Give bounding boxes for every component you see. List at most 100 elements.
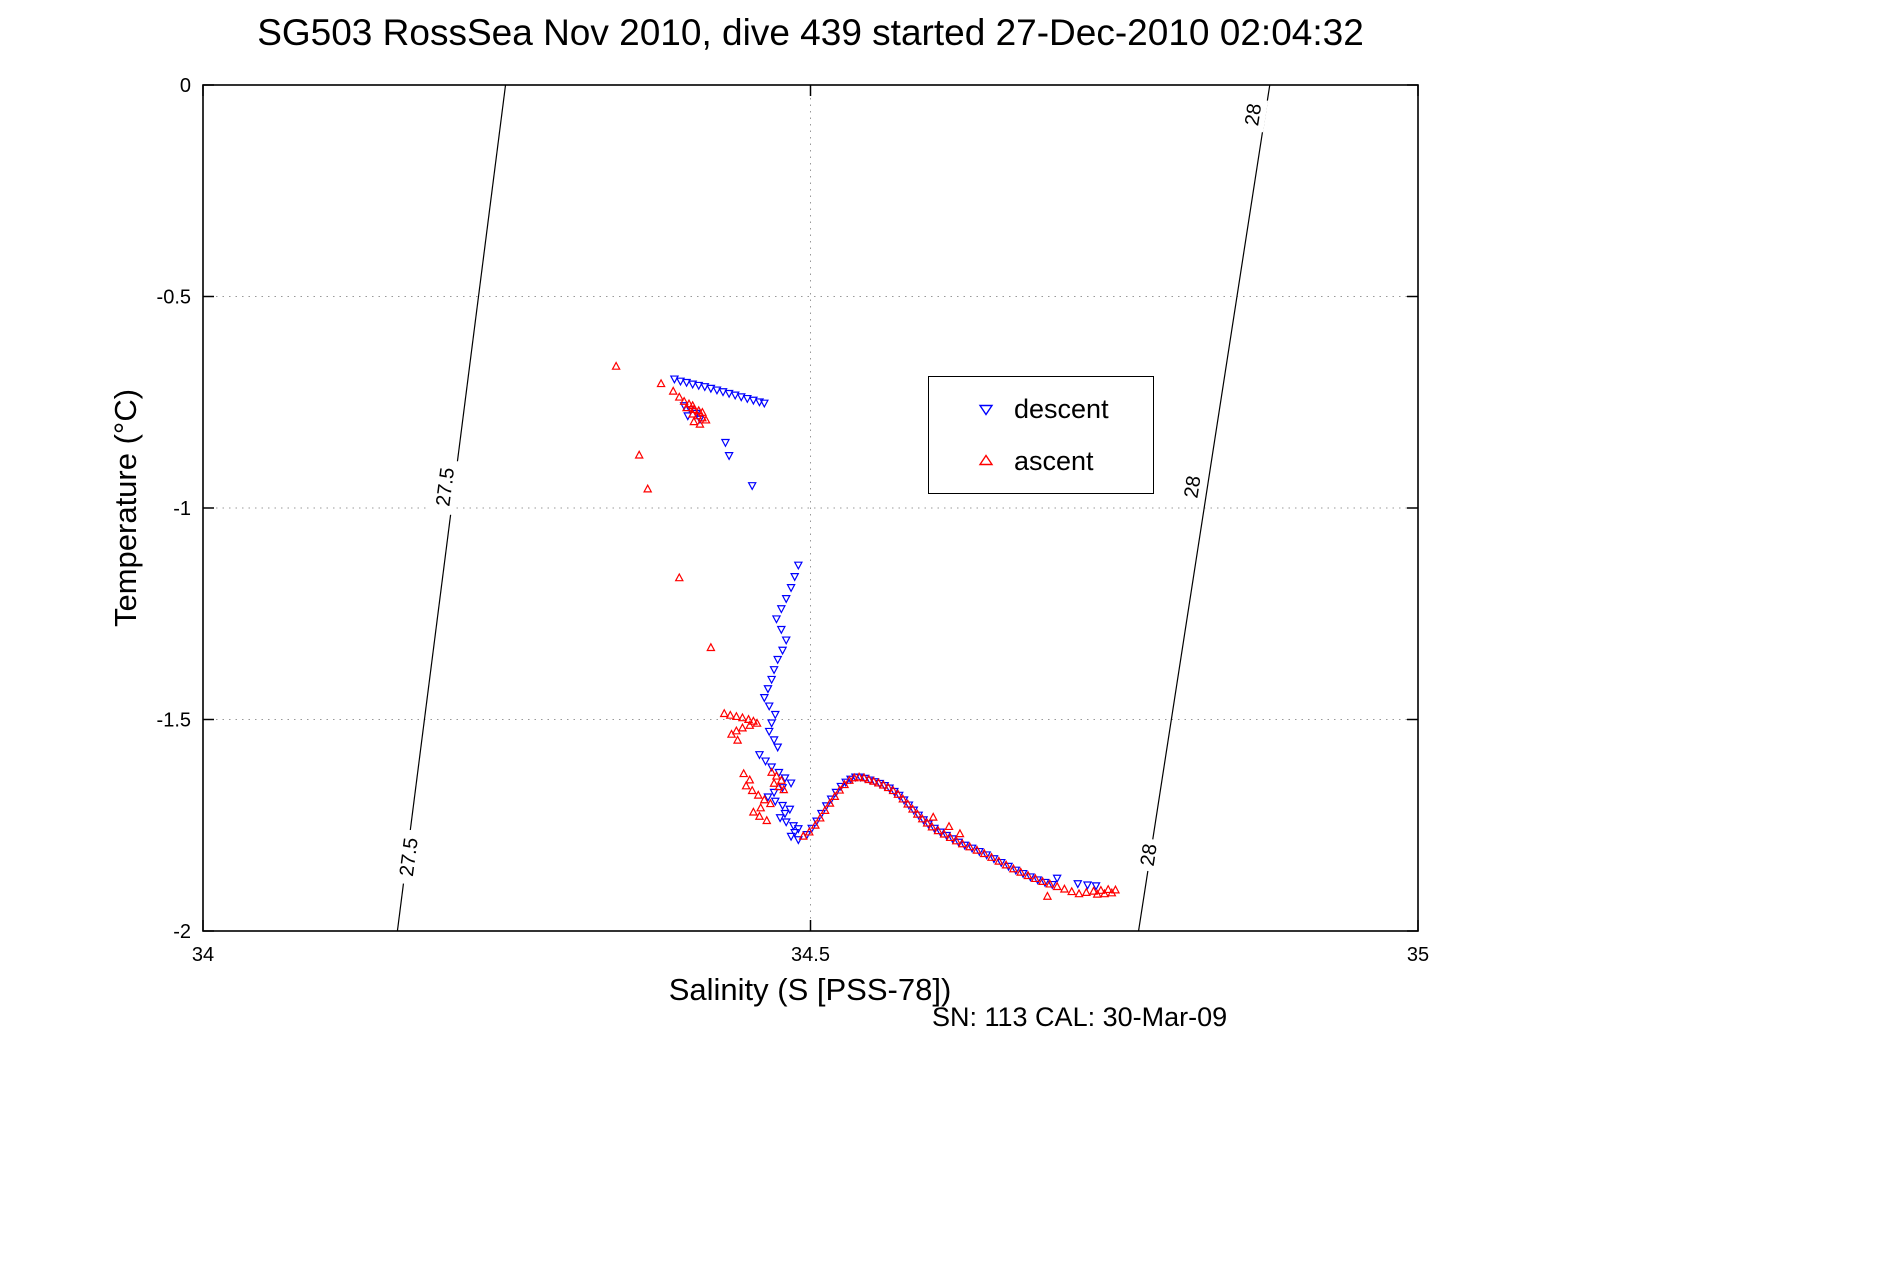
scatter-point-descent <box>675 377 686 387</box>
scatter-point-descent <box>1091 882 1101 891</box>
scatter-point-ascent <box>747 785 757 795</box>
scatter-point-ascent <box>1081 887 1091 897</box>
scatter-point-ascent <box>804 826 814 836</box>
scatter-point-descent <box>763 793 773 802</box>
scatter-point-ascent <box>1037 876 1048 886</box>
scatter-point-descent <box>1003 862 1014 872</box>
scatter-point-ascent <box>689 416 699 426</box>
contour-label-27.5: 27.5 <box>428 458 462 516</box>
scatter-point-ascent <box>873 777 884 787</box>
scatter-point-ascent <box>759 794 769 804</box>
scatter-point-ascent <box>1110 884 1121 894</box>
serial-calibration-note: SN: 113 CAL: 30-Mar-09 <box>932 1002 1228 1032</box>
y-tick-label: -0.5 <box>157 287 191 309</box>
scatter-point-descent <box>781 636 791 646</box>
chart-title: SG503 RossSea Nov 2010, dive 439 started… <box>257 12 1364 53</box>
scatter-point-ascent <box>1030 873 1040 883</box>
scatter-point-ascent <box>965 841 975 851</box>
scatter-point-ascent <box>674 572 684 582</box>
scatter-point-descent <box>781 595 791 604</box>
scatter-point-descent <box>771 615 782 624</box>
x-axis-label: Salinity (S [PSS-78]) <box>668 972 952 1007</box>
scatter-point-ascent <box>864 774 874 784</box>
scatter-point-descent <box>767 719 777 728</box>
scatter-point-descent <box>759 399 769 409</box>
scatter-point-descent <box>982 851 992 860</box>
scatter-point-ascent <box>888 785 898 795</box>
x-tick-label: 34.5 <box>791 944 830 966</box>
scatter-point-ascent <box>741 780 751 790</box>
scatter-point-ascent <box>745 774 755 784</box>
scatter-point-ascent <box>745 720 755 729</box>
scatter-point-ascent <box>869 776 879 785</box>
scatter-point-ascent <box>798 831 808 840</box>
ascent-marker-icon <box>978 454 994 466</box>
scatter-point-ascent <box>898 793 908 803</box>
scatter-point-ascent <box>835 785 845 794</box>
scatter-point-ascent <box>754 811 765 820</box>
scatter-point-ascent <box>979 848 989 858</box>
scatter-point-ascent <box>776 775 786 784</box>
y-tick-labels: 0 -0.5 -1 -1.5 -2 <box>157 75 191 943</box>
scatter-point-ascent <box>737 712 748 722</box>
scatter-point-descent <box>780 809 790 819</box>
scatter-point-descent <box>1082 881 1093 890</box>
scatter-point-ascent <box>1088 886 1099 895</box>
scatter-point-ascent <box>1096 885 1106 894</box>
scatter-point-ascent <box>681 402 692 412</box>
legend-entry-descent: descent <box>929 391 1153 427</box>
scatter-point-descent <box>777 801 788 811</box>
scatter-point-descent <box>770 797 780 807</box>
scatter-point-ascent <box>893 789 903 798</box>
scatter-point-descent <box>960 841 970 851</box>
svg-text:28: 28 <box>1180 474 1205 499</box>
scatter-point-ascent <box>725 710 735 719</box>
svg-text:28: 28 <box>1241 102 1266 127</box>
scatter-point-ascent <box>986 852 997 861</box>
scatter-point-ascent <box>878 779 889 789</box>
scatter-point-ascent <box>883 782 893 792</box>
scatter-point-ascent <box>849 772 859 782</box>
y-tick-label: -1.5 <box>157 710 191 732</box>
scatter-point-descent <box>724 389 734 399</box>
scatter-point-ascent <box>726 729 737 738</box>
scatter-point-ascent <box>1092 889 1102 898</box>
scatter-point-descent <box>1033 876 1043 885</box>
scatter-point-descent <box>1073 880 1083 889</box>
scatter-point-descent <box>764 727 774 737</box>
scatter-point-ascent <box>771 771 782 780</box>
x-tick-label: 34 <box>192 944 214 966</box>
scatter-point-ascent <box>674 392 684 401</box>
scatter-point-descent <box>776 625 786 635</box>
scatter-point-ascent <box>955 828 965 838</box>
y-tick-label: -2 <box>173 921 191 943</box>
scatter-point-descent <box>718 388 728 397</box>
scatter-point-ascent <box>839 779 850 789</box>
scatter-point-ascent <box>1074 888 1084 898</box>
scatter-point-ascent <box>815 812 825 822</box>
scatter-point-descent <box>780 774 790 783</box>
scatter-point-ascent <box>1008 863 1019 873</box>
scatter-point-ascent <box>972 845 982 854</box>
scatter-point-ascent <box>939 829 949 838</box>
scatter-point-ascent <box>739 768 749 778</box>
legend-label-descent: descent <box>1014 393 1109 424</box>
scatter-point-ascent <box>1042 891 1053 900</box>
scatter-point-ascent <box>634 450 644 459</box>
contour-label-28: 28 <box>1176 469 1208 505</box>
scatter-point-descent <box>773 655 783 665</box>
scatter-point-ascent <box>928 812 938 821</box>
scatter-point-descent <box>736 393 746 402</box>
scatter-point-descent <box>694 381 704 391</box>
scatter-point-ascent <box>1107 887 1117 897</box>
legend-label-ascent: ascent <box>1014 445 1094 476</box>
scatter-point-ascent <box>1059 884 1070 893</box>
scatter-point-descent <box>989 855 999 864</box>
svg-text:27.5: 27.5 <box>432 466 459 507</box>
scatter-point-descent <box>742 394 752 404</box>
scatter-point-ascent <box>903 799 913 808</box>
scatter-point-descent <box>1011 866 1021 876</box>
scatter-point-ascent <box>756 802 766 812</box>
scatter-point-ascent <box>731 711 741 721</box>
